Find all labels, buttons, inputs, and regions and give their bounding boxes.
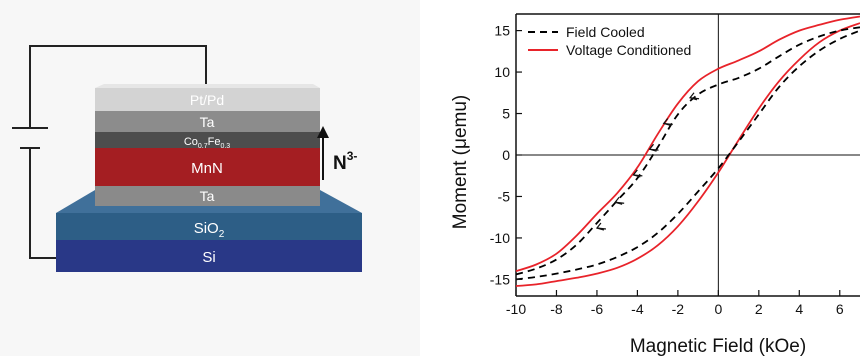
y-tick-label: -15 xyxy=(490,271,510,287)
device-schematic: Si SiO2 Ta MnN Co0.7Fe0.3 xyxy=(12,45,362,272)
layer-mnn-label: MnN xyxy=(191,160,223,177)
x-tick-label: -6 xyxy=(591,301,604,317)
device-schematic-panel: Si SiO2 Ta MnN Co0.7Fe0.3 xyxy=(0,0,420,356)
y-tick-label: 0 xyxy=(502,147,510,163)
layer-cofe: Co0.7Fe0.3 xyxy=(95,132,320,150)
layer-cofe-label: Co0.7Fe0.3 xyxy=(184,136,230,150)
hysteresis-chart-panel: -10 -8 -6 -4 -2 0 2 4 6 -15 -10 -5 0 5 10 15 Field Cool… xyxy=(420,0,860,357)
direction-arrow-shaft xyxy=(596,227,607,230)
cofe-sub1: 0.7 xyxy=(198,143,208,150)
layer-sio2-label: SiO2 xyxy=(194,220,225,240)
hysteresis-chart: -10 -8 -6 -4 -2 0 2 4 6 -15 -10 -5 0 5 10 15 Field Cool… xyxy=(450,13,860,357)
x-tick-label: 0 xyxy=(714,301,722,317)
field-cooled-curve-branch-0 xyxy=(515,29,860,281)
top-wire xyxy=(29,45,207,128)
sio2-sub: 2 xyxy=(219,229,225,240)
y-tick-label: 5 xyxy=(502,106,510,122)
layer-mnn: MnN xyxy=(95,148,320,186)
x-tick-label: 4 xyxy=(795,301,803,317)
direction-arrow-shaft xyxy=(663,122,673,126)
ion-base: N xyxy=(333,153,347,174)
x-tick-label: 2 xyxy=(755,301,763,317)
legend-label-voltage-conditioned: Voltage Conditioned xyxy=(566,42,691,58)
y-tick-label: 15 xyxy=(494,23,510,39)
curves xyxy=(515,15,860,287)
direction-arrow-shaft xyxy=(633,174,643,177)
layer-ta-bottom-label: Ta xyxy=(200,188,215,204)
x-tick-label: -4 xyxy=(631,301,644,317)
zero-lines xyxy=(516,14,860,296)
x-tick-label: 6 xyxy=(836,301,844,317)
ion-label: N3- xyxy=(333,149,357,174)
ticks: -10 -8 -6 -4 -2 0 2 4 6 -15 -10 -5 0 5 10 15 xyxy=(490,23,844,317)
cofe-base1: Co xyxy=(184,136,198,148)
up-arrow-icon xyxy=(317,126,329,180)
bottom-wire xyxy=(29,148,56,259)
layer-si-label: Si xyxy=(202,249,215,266)
y-tick-label: 10 xyxy=(494,64,510,80)
layer-ta-bottom: Ta xyxy=(95,186,320,206)
direction-arrow-shaft xyxy=(649,148,659,151)
y-axis-label: Moment (μemu) xyxy=(450,95,471,229)
x-tick-label: -10 xyxy=(506,301,526,317)
direction-arrow-icon xyxy=(595,222,605,231)
y-tick-label: -10 xyxy=(490,230,510,246)
x-tick-label: -8 xyxy=(550,301,563,317)
sio2-base: SiO xyxy=(194,220,219,237)
arrows xyxy=(595,92,700,231)
cofe-sub2: 0.3 xyxy=(220,143,230,150)
voltage-conditioned-curve-branch-1 xyxy=(515,15,860,272)
cofe-base2: Fe xyxy=(208,136,221,148)
x-axis-label: Magnetic Field (kOe) xyxy=(630,336,806,356)
field-cooled-curve-branch-1 xyxy=(515,26,860,276)
voltage-conditioned-curve-branch-0 xyxy=(515,22,860,287)
x-tick-label: -2 xyxy=(672,301,685,317)
y-tick-label: -5 xyxy=(498,188,511,204)
layer-cap-label: Pt/Pd xyxy=(190,92,224,108)
ion-sup: 3- xyxy=(347,149,358,163)
direction-arrow-shaft xyxy=(615,201,625,204)
legend: Field Cooled Voltage Conditioned xyxy=(528,24,691,58)
layer-cap: Pt/Pd xyxy=(95,84,320,111)
layer-ta-top: Ta xyxy=(95,111,320,132)
battery-icon xyxy=(12,127,48,149)
layer-ta-top-label: Ta xyxy=(200,114,215,130)
layer-si: Si xyxy=(56,240,362,272)
legend-label-field-cooled: Field Cooled xyxy=(566,24,645,40)
direction-arrow-shaft xyxy=(689,97,700,100)
